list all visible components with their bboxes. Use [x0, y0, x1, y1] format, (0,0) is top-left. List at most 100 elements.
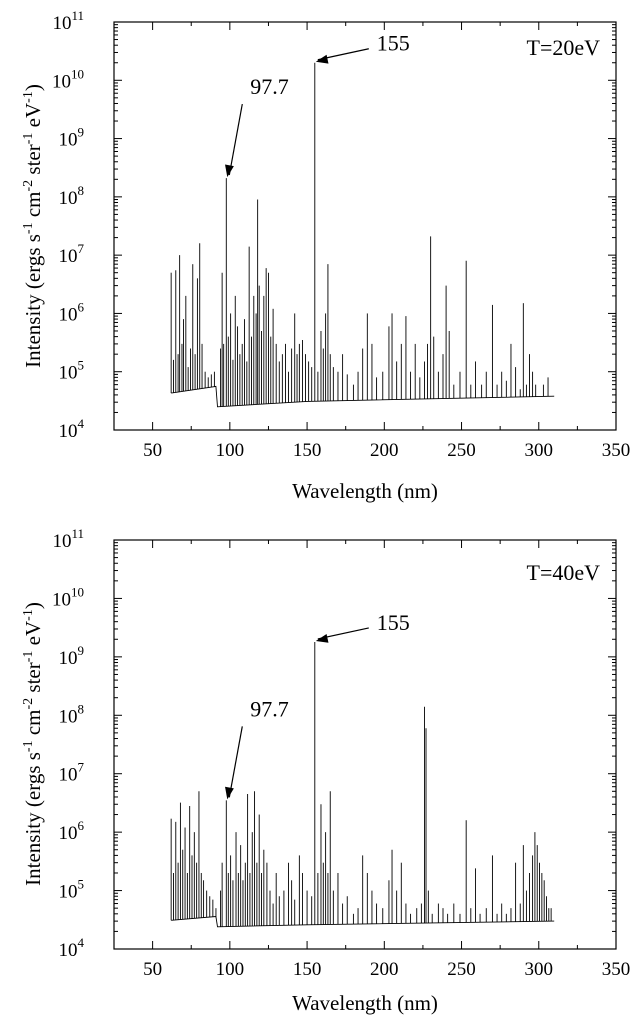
x-axis-label: Wavelength (nm): [292, 479, 438, 503]
y-tick-base: 10: [59, 130, 78, 151]
y-label-part: ): [21, 84, 45, 91]
y-label-part: ster: [21, 144, 45, 180]
y-tick-label: 108: [59, 701, 85, 727]
y-tick-base: 10: [59, 765, 78, 786]
continuum-line: [171, 385, 555, 408]
temperature-label: T=20eV: [527, 35, 601, 60]
x-tick-label: 300: [525, 440, 554, 461]
y-tick-base: 10: [59, 882, 78, 903]
x-tick-label: 350: [602, 959, 631, 980]
x-tick-label: 100: [216, 440, 245, 461]
y-tick-base: 10: [59, 363, 78, 384]
y-tick-base: 10: [59, 706, 78, 727]
annotation-arrowhead: [225, 164, 234, 178]
y-tick-base: 10: [59, 188, 78, 209]
x-axis-label: Wavelength (nm): [292, 991, 438, 1015]
annotation-arrow: [228, 726, 243, 798]
x-tick-label: 150: [293, 440, 322, 461]
y-tick-label: 106: [59, 299, 85, 325]
y-axis-label: Intensity (ergs s-1 cm-2 ster-1 eV-1): [21, 602, 45, 886]
y-tick-label: 107: [59, 241, 85, 267]
continuum-line: [171, 916, 555, 928]
y-tick-exponent: 7: [78, 241, 85, 256]
y-label-part: cm: [21, 710, 45, 741]
y-label-part: eV: [21, 621, 45, 651]
x-tick-label: 350: [602, 440, 631, 461]
y-tick-label: 1010: [52, 66, 84, 92]
y-tick-label: 1011: [52, 8, 84, 34]
x-tick-label: 50: [143, 440, 162, 461]
y-label-sup: -1: [21, 222, 36, 234]
y-tick-label: 108: [59, 183, 85, 209]
y-tick-base: 10: [59, 940, 78, 961]
plot-frame: [113, 21, 617, 431]
y-tick-base: 10: [59, 421, 78, 442]
y-tick-label: 109: [59, 125, 85, 151]
annotation-label: 97.7: [250, 696, 288, 721]
x-tick-label: 100: [216, 959, 245, 980]
y-label-sup: -1: [21, 133, 36, 145]
y-tick-label: 106: [59, 818, 85, 844]
y-tick-label: 105: [59, 358, 85, 384]
y-tick-label: 105: [59, 877, 85, 903]
annotation-label: 155: [377, 610, 410, 635]
y-label-sup: -1: [21, 609, 36, 621]
spectrum-series: [170, 62, 555, 408]
y-tick-label: 104: [59, 935, 85, 961]
y-tick-exponent: 11: [71, 526, 84, 541]
annotations: 155 97.7: [225, 610, 410, 800]
y-tick-base: 10: [59, 823, 78, 844]
y-tick-label: 109: [59, 643, 85, 669]
y-label-part: ster: [21, 662, 45, 698]
y-tick-base: 10: [52, 531, 71, 552]
y-tick-base: 10: [59, 246, 78, 267]
y-tick-base: 10: [52, 71, 71, 92]
y-tick-label: 107: [59, 760, 85, 786]
y-label-part: eV: [21, 103, 45, 133]
x-tick-label: 300: [525, 959, 554, 980]
y-label-sup: -1: [21, 91, 36, 103]
x-tick-label: 150: [293, 959, 322, 980]
y-tick-base: 10: [59, 648, 78, 669]
y-tick-exponent: 9: [78, 643, 85, 658]
temperature-label: T=40eV: [527, 560, 601, 585]
y-label-part: ): [21, 602, 45, 609]
x-axis-ticks: 50 100 150 200 250 300 350: [113, 22, 631, 461]
y-label-sup: -1: [21, 651, 36, 663]
y-label-sup: -2: [21, 180, 36, 192]
spectrum-series: [170, 641, 555, 928]
y-label-part: cm: [21, 192, 45, 223]
y-tick-base: 10: [52, 13, 71, 34]
y-label-main: Intensity (ergs s: [21, 752, 45, 886]
annotation-label: 97.7: [250, 74, 288, 99]
x-tick-label: 250: [447, 440, 476, 461]
plot-frame: [113, 539, 617, 950]
y-tick-exponent: 6: [78, 299, 85, 314]
x-tick-label: 200: [370, 440, 399, 461]
y-axis-label: Intensity (ergs s-1 cm-2 ster-1 eV-1): [21, 84, 45, 368]
y-tick-exponent: 4: [78, 416, 85, 431]
y-tick-base: 10: [59, 304, 78, 325]
annotation-arrowhead: [315, 634, 329, 643]
y-tick-exponent: 4: [78, 935, 85, 950]
y-tick-exponent: 5: [78, 358, 85, 373]
annotation-arrowhead: [315, 54, 329, 64]
y-tick-exponent: 10: [71, 66, 84, 81]
y-label-main: Intensity (ergs s: [21, 234, 45, 368]
y-label-sup: -1: [21, 740, 36, 752]
x-tick-label: 50: [143, 959, 162, 980]
annotation-arrow: [228, 103, 243, 176]
y-tick-label: 104: [59, 416, 85, 442]
y-tick-base: 10: [52, 589, 71, 610]
x-axis-ticks: 50 100 150 200 250 300 350: [113, 540, 631, 980]
x-tick-label: 200: [370, 959, 399, 980]
y-tick-exponent: 7: [78, 760, 85, 775]
y-tick-exponent: 8: [78, 701, 85, 716]
y-tick-exponent: 9: [78, 125, 85, 140]
annotation-arrowhead: [225, 786, 234, 800]
